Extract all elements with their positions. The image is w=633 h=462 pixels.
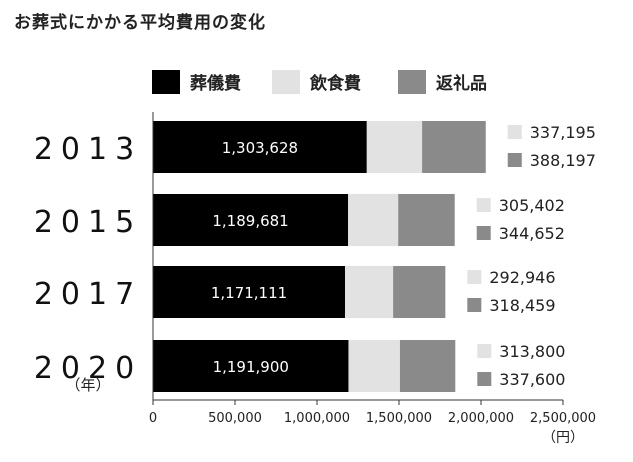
bar-2015-1: [348, 194, 399, 246]
data-label-2013-2: 388,197: [530, 151, 596, 170]
x-tick-label-4: 2,000,000: [448, 411, 514, 426]
legend-swatch-1: [272, 70, 300, 94]
bar-2013-1: [366, 121, 423, 173]
bar-2017-2: [393, 266, 446, 318]
category-label-2020: 2020: [34, 351, 142, 386]
side-swatch-2017-2: [467, 298, 482, 312]
x-tick-label-0: 0: [149, 411, 157, 426]
bar-2015-0: [153, 194, 349, 246]
data-label-2013-1: 337,195: [530, 123, 596, 142]
legend-label-0: 葬儀費: [190, 73, 241, 94]
bar-2017-1: [345, 266, 394, 318]
side-swatch-2013-1: [507, 125, 522, 139]
x-tick-label-5: 2,500,000: [530, 411, 596, 426]
x-unit-label: （円）: [542, 430, 584, 446]
data-label-2015-0: 1,189,681: [212, 212, 288, 230]
data-label-2013-0: 1,303,628: [222, 139, 298, 157]
data-label-2020-1: 313,800: [499, 342, 565, 361]
bar-2020-0: [153, 340, 349, 392]
x-tick-label-2: 1,000,000: [284, 411, 350, 426]
side-swatch-2020-1: [477, 344, 492, 358]
bar-2020-2: [399, 340, 456, 392]
data-label-2020-0: 1,191,900: [213, 358, 289, 376]
category-label-2015: 2015: [34, 205, 142, 240]
side-swatch-2015-2: [476, 226, 491, 240]
bar-2015-2: [398, 194, 455, 246]
data-label-2015-2: 344,652: [499, 224, 565, 243]
legend-swatch-2: [398, 70, 426, 94]
side-swatch-2020-2: [477, 372, 492, 386]
side-swatch-2015-1: [476, 198, 491, 212]
bar-2013-2: [422, 121, 486, 173]
legend-label-1: 飲食費: [309, 73, 361, 94]
chart-title: お葬式にかかる平均費用の変化: [14, 13, 266, 33]
category-label-2017: 2017: [34, 277, 142, 312]
data-label-2015-1: 305,402: [499, 196, 565, 215]
legend-label-2: 返礼品: [436, 73, 487, 94]
data-label-2020-2: 337,600: [499, 370, 565, 389]
bar-2020-1: [348, 340, 400, 392]
x-tick-label-1: 500,000: [208, 411, 262, 426]
bar-2013-0: [153, 121, 367, 173]
side-swatch-2013-2: [507, 153, 522, 167]
side-swatch-2017-1: [467, 270, 482, 284]
data-label-2017-0: 1,171,111: [211, 284, 287, 302]
data-label-2017-2: 318,459: [489, 296, 555, 315]
category-label-2013: 2013: [34, 132, 142, 167]
legend-swatch-0: [152, 70, 180, 94]
category-unit-label: （年）: [65, 376, 110, 394]
x-tick-label-3: 1,500,000: [366, 411, 432, 426]
data-label-2017-1: 292,946: [489, 268, 555, 287]
bar-2017-0: [153, 266, 346, 318]
